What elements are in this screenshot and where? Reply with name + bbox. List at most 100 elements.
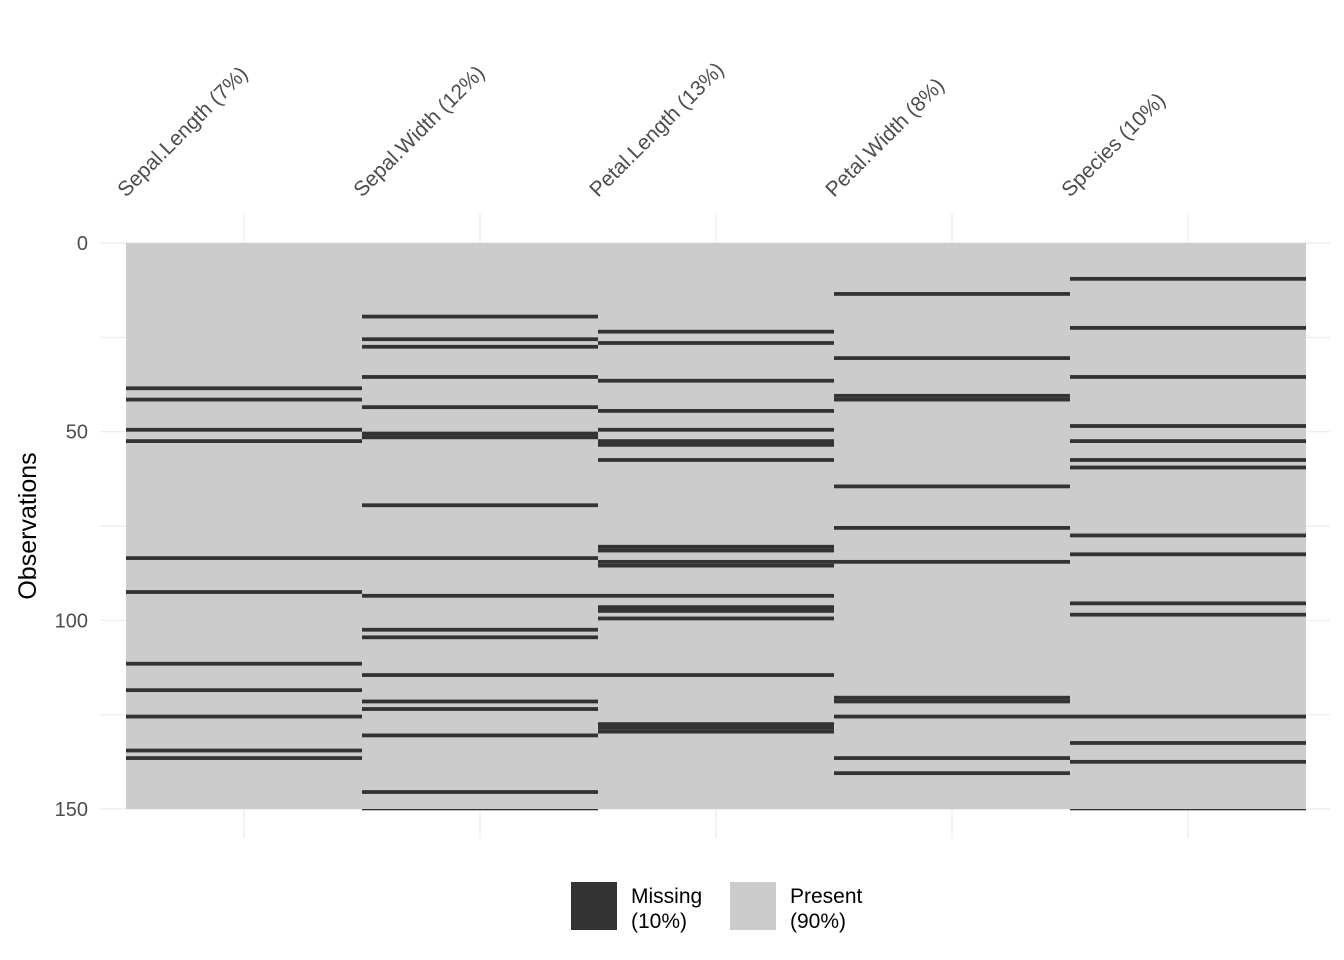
missing-cell	[362, 593, 598, 598]
missing-cell	[834, 756, 1070, 760]
y-axis-title: Observations	[14, 452, 42, 599]
column-3	[834, 243, 1070, 809]
legend-label: Present	[790, 885, 863, 908]
missing-cell	[598, 427, 834, 432]
heatmap-cells	[126, 243, 1306, 811]
column-label: Sepal.Length (7%)	[113, 62, 252, 201]
missing-cell	[1070, 276, 1306, 281]
missing-cell	[834, 714, 1070, 719]
missing-cell	[362, 375, 598, 379]
missing-cell	[362, 503, 598, 508]
missing-cell	[1070, 759, 1306, 764]
legend-item: Missing(10%)	[571, 882, 702, 933]
missing-cell	[362, 699, 598, 704]
missing-cell	[126, 590, 362, 594]
missing-cell	[834, 397, 1070, 402]
missing-cell	[362, 405, 598, 410]
missing-cell	[126, 748, 362, 753]
missing-cell	[362, 431, 598, 436]
missing-cell	[598, 409, 834, 413]
missing-cell	[1070, 552, 1306, 557]
y-tick-label: 0	[77, 233, 88, 255]
missing-cell	[598, 673, 834, 677]
missing-cell	[126, 397, 362, 402]
missing-cell	[598, 563, 834, 568]
column-label: Sepal.Width (12%)	[349, 61, 489, 201]
legend-percent: (10%)	[631, 910, 687, 933]
column-4	[1070, 243, 1306, 811]
missing-cell	[362, 556, 598, 560]
present-cells	[598, 243, 834, 809]
missing-cell	[1070, 424, 1306, 428]
missing-cell	[598, 559, 834, 564]
column-label: Petal.Width (8%)	[821, 74, 949, 202]
missing-cell	[598, 341, 834, 345]
missing-cell	[598, 609, 834, 613]
missing-cell	[598, 605, 834, 610]
legend-swatch	[730, 882, 776, 930]
missing-cell	[1070, 612, 1306, 617]
legend-percent: (90%)	[790, 910, 846, 933]
missing-cell	[834, 484, 1070, 489]
y-tick-label: 150	[55, 799, 88, 821]
missing-cell	[126, 427, 362, 432]
column-labels: Sepal.Length (7%) Sepal.Width (12%) Petal.…	[113, 58, 1170, 201]
missing-cell	[834, 292, 1070, 296]
column-2	[598, 243, 834, 809]
missing-cell	[1070, 741, 1306, 745]
missing-cell	[1070, 439, 1306, 443]
missing-cell	[1070, 533, 1306, 538]
missing-cell	[362, 790, 598, 794]
missing-cell	[834, 393, 1070, 398]
missing-cell	[598, 593, 834, 598]
missing-cell	[1070, 458, 1306, 462]
missing-cell	[834, 356, 1070, 360]
missing-cell	[598, 442, 834, 447]
missing-cell	[598, 458, 834, 462]
y-tick-label: 50	[66, 422, 88, 444]
missing-cell	[362, 337, 598, 342]
missing-cell	[1070, 809, 1306, 811]
present-cells	[126, 243, 362, 809]
missing-cell	[598, 616, 834, 621]
present-cells	[362, 243, 598, 809]
missing-cell	[126, 688, 362, 693]
missing-cell	[126, 714, 362, 719]
missing-cell	[1070, 326, 1306, 330]
missing-cell	[126, 661, 362, 666]
missing-cell	[362, 435, 598, 440]
missing-cell	[598, 378, 834, 383]
missing-cell	[834, 695, 1070, 700]
missing-cell	[834, 771, 1070, 776]
missing-cell	[362, 707, 598, 711]
missing-cell	[126, 556, 362, 560]
legend-swatch	[571, 882, 617, 930]
legend-item: Present(90%)	[730, 882, 863, 933]
column-0	[126, 243, 362, 809]
missing-cell	[598, 725, 834, 730]
missing-cell	[1070, 375, 1306, 379]
missing-cell	[362, 314, 598, 319]
missing-cell	[834, 699, 1070, 704]
missing-cell	[598, 329, 834, 334]
missing-cell	[362, 809, 598, 811]
legend-label: Missing	[631, 885, 702, 908]
missing-cell	[126, 439, 362, 443]
missing-cell	[126, 386, 362, 391]
missing-cell	[362, 627, 598, 632]
legend: Missing(10%) Present(90%)	[571, 882, 863, 933]
y-axis-ticks: 0 50 100 150	[55, 233, 88, 821]
missing-cell	[1070, 601, 1306, 606]
column-1	[362, 243, 598, 811]
missing-cell	[362, 635, 598, 640]
missing-cell	[598, 544, 834, 549]
missing-cell	[362, 344, 598, 349]
column-label: Species (10%)	[1057, 89, 1170, 202]
missing-cell	[1070, 714, 1306, 719]
missing-cell	[598, 722, 834, 726]
missing-cell	[598, 729, 834, 734]
missing-cell	[362, 673, 598, 677]
missing-cell	[598, 439, 834, 443]
missing-cell	[362, 733, 598, 738]
